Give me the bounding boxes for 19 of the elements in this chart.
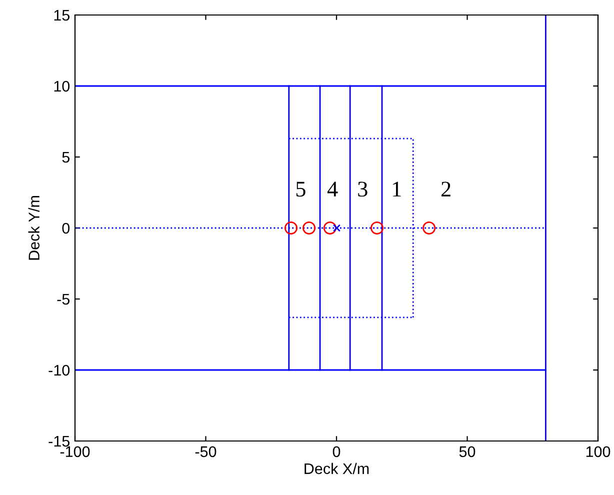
x-tick-label: 0 bbox=[332, 446, 340, 458]
x-tick-label: 100 bbox=[586, 446, 610, 458]
y-tick-label: 0 bbox=[62, 222, 70, 234]
y-tick-label: 10 bbox=[54, 80, 70, 92]
annotation: 4 bbox=[327, 182, 338, 196]
x-axis-title: Deck X/m bbox=[304, 462, 369, 474]
y-tick-label: -15 bbox=[48, 436, 70, 447]
annotation: 1 bbox=[393, 182, 401, 196]
y-tick-label: -10 bbox=[48, 364, 70, 376]
y-axis-title: Deck Y/m bbox=[28, 196, 40, 260]
annotation: 2 bbox=[441, 182, 450, 196]
y-tick-label: 5 bbox=[62, 152, 70, 163]
x-tick-label: -100 bbox=[60, 446, 90, 458]
y-tick-label: -5 bbox=[57, 294, 70, 305]
y-tick-label: 15 bbox=[54, 10, 70, 21]
annotation: 5 bbox=[296, 182, 306, 197]
x-tick-label: 50 bbox=[459, 446, 476, 458]
x-tick-label: -50 bbox=[195, 446, 216, 458]
annotation: 3 bbox=[358, 182, 368, 197]
